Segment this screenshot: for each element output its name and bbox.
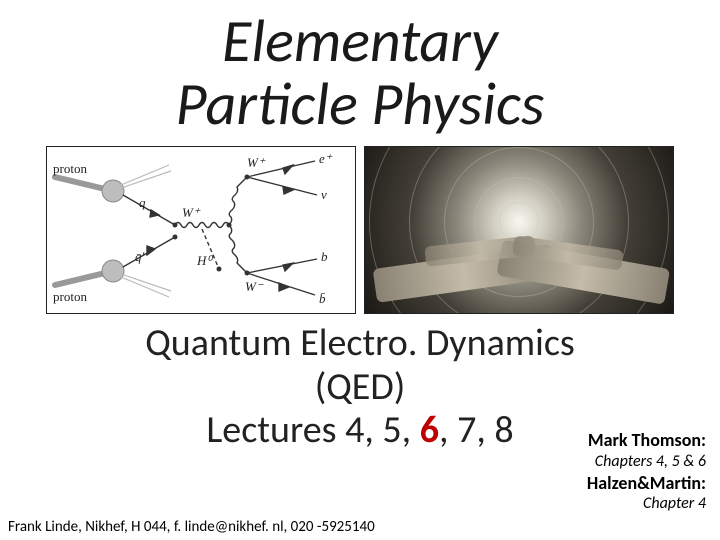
tunnel-photo: [364, 146, 674, 314]
ref-thomson-ch: Chapters 4, 5 & 6: [587, 452, 706, 472]
title-line-2: Particle Physics: [0, 73, 720, 136]
page-title: Elementary Particle Physics: [0, 0, 720, 136]
label-proton-top: proton: [53, 161, 87, 177]
label-wplus-top: W⁺: [247, 155, 265, 171]
label-wplus-mid: W⁺: [182, 205, 200, 221]
subtitle-line-2: (QED): [0, 366, 720, 410]
label-b: b: [321, 249, 328, 265]
label-qbar: q̄′: [135, 249, 144, 265]
label-proton-bottom: proton: [53, 289, 87, 305]
lectures-suffix: , 7, 8: [439, 407, 514, 453]
label-wminus-bot: W⁻: [245, 279, 263, 295]
label-bbar: b̄: [319, 291, 326, 307]
references: Mark Thomson: Chapters 4, 5 & 6 Halzen&M…: [587, 429, 706, 514]
ref-halzen: Halzen&Martin:: [587, 472, 706, 495]
footer-contact: Frank Linde, Nikhef, H 044, f. linde@nik…: [8, 518, 375, 536]
label-nu: ν: [321, 187, 327, 203]
figure-row: proton proton q q̄′ W⁺ W⁺ W⁻ H⁰ e⁺ ν b b…: [0, 146, 720, 314]
ref-thomson: Mark Thomson:: [587, 429, 706, 452]
feynman-svg: [47, 147, 357, 315]
label-q: q: [139, 195, 146, 211]
label-eplus: e⁺: [319, 151, 332, 167]
ref-halzen-ch: Chapter 4: [587, 494, 706, 514]
title-line-1: Elementary: [0, 10, 720, 73]
subtitle-line-1: Quantum Electro. Dynamics: [0, 322, 720, 366]
label-h0: H⁰: [197, 253, 212, 269]
lectures-highlight: 6: [420, 407, 439, 453]
lectures-prefix: Lectures 4, 5,: [206, 407, 419, 453]
feynman-diagram: proton proton q q̄′ W⁺ W⁺ W⁻ H⁰ e⁺ ν b b…: [46, 146, 356, 314]
